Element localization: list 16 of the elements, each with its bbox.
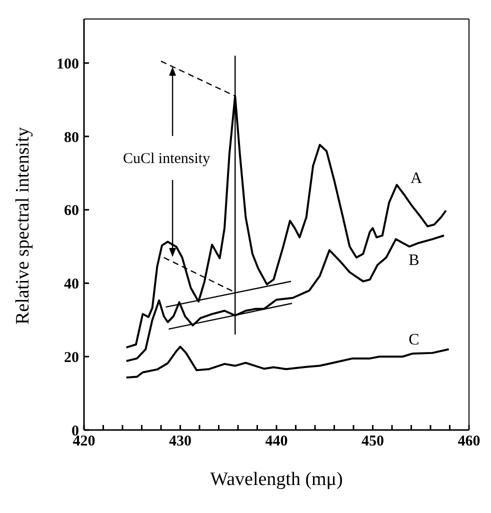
x-tick-label: 450 bbox=[362, 434, 384, 450]
x-tick-label: 440 bbox=[265, 434, 288, 450]
y-tick-label: 20 bbox=[64, 350, 79, 366]
y-axis-title: Relative spectral intensity bbox=[12, 126, 34, 324]
x-tick-label: 430 bbox=[169, 434, 192, 450]
series-label: A bbox=[410, 170, 423, 188]
y-tick-label: 40 bbox=[64, 276, 79, 293]
y-tick-label: 100 bbox=[56, 56, 79, 72]
series-label: B bbox=[408, 252, 420, 269]
series-label: C bbox=[408, 332, 420, 349]
line-series bbox=[125, 346, 450, 379]
y-tick-label: 80 bbox=[64, 130, 79, 146]
y-tick-label: 60 bbox=[64, 203, 79, 220]
annotation: CuCl intensity bbox=[123, 151, 211, 167]
x-axis-title: Wavelength (mμ) bbox=[210, 469, 343, 490]
x-tick-label: 460 bbox=[458, 434, 480, 450]
